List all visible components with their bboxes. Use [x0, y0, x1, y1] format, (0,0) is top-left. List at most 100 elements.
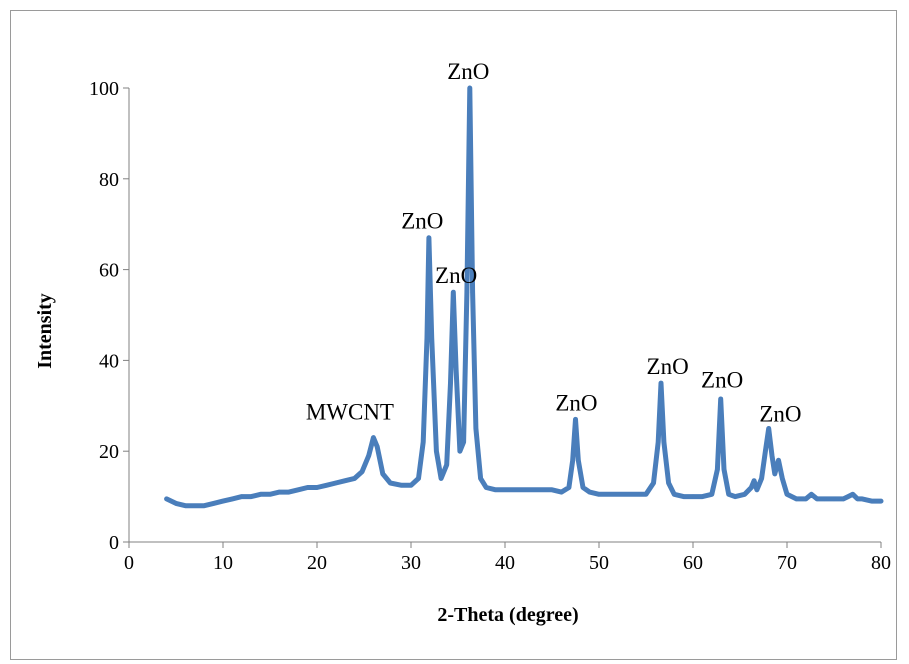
data-point: [658, 380, 664, 386]
series-line: [164, 85, 884, 509]
data-point: [531, 487, 536, 492]
data-point: [470, 290, 475, 295]
data-point: [457, 449, 463, 454]
data-point: [576, 458, 581, 463]
data-point: [763, 449, 768, 454]
data-point: [803, 496, 808, 502]
peak-label: ZnO: [647, 354, 689, 379]
data-point: [733, 494, 738, 499]
data-point: [587, 489, 592, 495]
data-point: [666, 480, 671, 486]
data-point: [559, 489, 564, 495]
data-point: [742, 492, 747, 497]
data-point: [772, 471, 777, 477]
data-point: [860, 496, 865, 502]
data-point: [718, 396, 723, 402]
data-point: [438, 476, 444, 481]
data-point: [841, 496, 846, 502]
data-point: [484, 485, 489, 490]
data-point: [324, 483, 329, 488]
data-point: [380, 471, 385, 477]
y-axis-title: Intensity: [34, 293, 56, 369]
data-point: [784, 492, 790, 497]
peak-label: ZnO: [447, 59, 489, 84]
data-point: [220, 498, 226, 504]
data-point: [314, 485, 320, 490]
data-point: [277, 489, 282, 495]
x-tick-label: 30: [401, 552, 421, 574]
data-point: [426, 235, 432, 241]
data-point: [444, 462, 449, 468]
data-point: [651, 480, 656, 486]
data-point: [366, 453, 371, 458]
data-point: [343, 478, 348, 483]
data-point: [643, 492, 649, 497]
data-point: [164, 496, 169, 502]
data-point: [478, 476, 483, 481]
y-tick-label: 0: [109, 532, 119, 554]
data-point: [845, 494, 851, 499]
data-point: [661, 439, 667, 445]
data-point: [831, 496, 837, 502]
data-point: [769, 453, 775, 458]
data-point: [822, 496, 827, 502]
data-point: [681, 494, 686, 499]
data-point: [467, 85, 472, 91]
x-tick-label: 70: [777, 552, 797, 574]
data-point: [656, 439, 661, 445]
data-point: [709, 492, 714, 497]
data-point: [700, 494, 705, 499]
data-point: [566, 485, 572, 490]
data-point: [512, 487, 517, 492]
annotation-layer: MWCNT ZnO ZnO ZnO ZnO ZnO ZnO ZnO: [306, 59, 802, 427]
y-tick-label: 40: [99, 350, 119, 372]
data-point: [239, 494, 244, 499]
data-point: [596, 492, 602, 497]
peak-label: ZnO: [555, 390, 597, 415]
data-point: [371, 435, 376, 440]
data-point: [749, 485, 754, 490]
data-point: [211, 501, 216, 506]
data-point: [625, 492, 630, 497]
data-point: [766, 426, 771, 431]
data-point: [424, 335, 430, 340]
data-point: [408, 483, 414, 488]
data-point: [416, 476, 421, 481]
data-point: [690, 494, 696, 499]
data-point: [399, 483, 404, 488]
data-point: [453, 367, 459, 372]
data-point: [202, 503, 207, 508]
data-point: [493, 487, 498, 492]
data-point: [502, 487, 508, 492]
peak-label: ZnO: [759, 402, 801, 427]
x-tick-label: 50: [589, 552, 609, 574]
peak-label: ZnO: [435, 263, 477, 288]
data-point: [549, 487, 555, 492]
data-point: [721, 467, 727, 472]
y-tick-label: 60: [99, 260, 119, 282]
data-point: [374, 444, 380, 449]
data-point: [814, 496, 820, 502]
data-point: [570, 458, 575, 463]
x-axis-title: 2-Theta (degree): [437, 604, 578, 626]
data-point: [230, 496, 235, 502]
data-point: [352, 476, 357, 481]
data-point: [634, 492, 639, 497]
data-point: [878, 498, 884, 504]
data-point: [434, 449, 439, 454]
x-tick-label: 10: [213, 552, 233, 574]
peak-label: ZnO: [401, 209, 443, 234]
data-point: [794, 496, 799, 502]
data-point: [388, 480, 393, 486]
data-point: [429, 335, 434, 340]
data-point: [473, 426, 479, 431]
series-layer: [164, 85, 884, 509]
data-point: [869, 498, 874, 504]
x-tick-label: 60: [683, 552, 703, 574]
data-point: [850, 492, 855, 497]
data-point: [421, 439, 426, 445]
x-tick-label: 20: [307, 552, 327, 574]
data-point: [451, 290, 456, 295]
x-tick-label: 40: [495, 552, 515, 574]
data-point: [267, 492, 273, 497]
